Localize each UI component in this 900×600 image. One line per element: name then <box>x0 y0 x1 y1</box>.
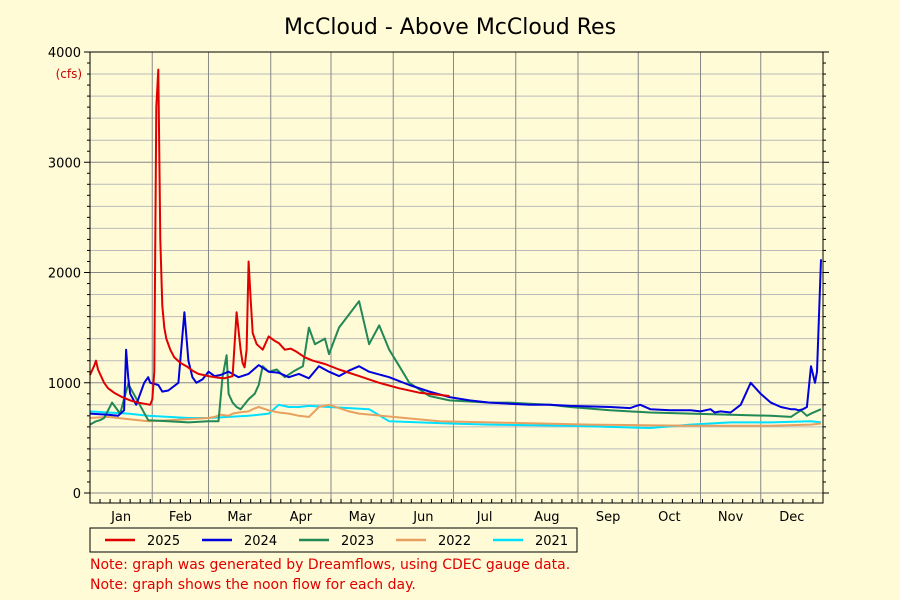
y-tick-label: 1000 <box>48 377 81 392</box>
x-tick-label-month: Dec <box>779 510 804 525</box>
series-lines <box>89 68 822 429</box>
legend-label-2025: 2025 <box>147 534 180 549</box>
x-tick-label-month: Jun <box>412 510 433 525</box>
x-tick-label-month: Oct <box>658 510 680 525</box>
x-tick-label-month: Nov <box>718 510 744 525</box>
series-line-2022 <box>89 403 822 427</box>
legend-label-2021: 2021 <box>535 534 568 549</box>
plot-frame <box>89 51 824 504</box>
plot-area <box>90 52 823 503</box>
series-line-2023 <box>89 300 822 426</box>
x-tick-label-month: May <box>349 510 376 525</box>
y-tick-label: 3000 <box>48 156 81 171</box>
note-data-source: Note: graph was generated by Dreamflows,… <box>90 557 571 573</box>
series-line-2025 <box>89 68 450 406</box>
y-axis-unit-label: (cfs) <box>56 67 82 81</box>
legend-label-2022: 2022 <box>438 534 471 549</box>
axis-labels: 0 1000 2000 3000 4000 Jan Feb Mar Apr May Jun Jul Au… <box>48 46 805 525</box>
x-tick-label-month: Jul <box>476 510 493 525</box>
grid <box>89 51 824 503</box>
note-noon-flow: Note: graph shows the noon flow for each… <box>90 577 416 593</box>
x-tick-label-month: Aug <box>534 510 559 525</box>
legend-label-2023: 2023 <box>341 534 374 549</box>
y-tick-label: 0 <box>73 487 81 502</box>
legend-label-2024: 2024 <box>244 534 277 549</box>
legend: 2025 2024 2023 2022 2021 <box>89 527 578 553</box>
y-tick-label: 4000 <box>48 46 81 61</box>
axis-ticks <box>84 51 829 503</box>
series-line-2024 <box>89 259 822 417</box>
chart-title: McCloud - Above McCloud Res <box>284 15 616 40</box>
x-tick-label-month: Mar <box>227 510 252 525</box>
x-tick-label-month: Jan <box>110 510 131 525</box>
y-tick-label: 2000 <box>48 267 81 282</box>
x-tick-label-month: Sep <box>596 510 621 525</box>
x-tick-label-month: Apr <box>290 510 313 525</box>
legend-items: 2025 2024 2023 2022 2021 <box>105 534 568 549</box>
x-tick-label-month: Feb <box>169 510 192 525</box>
